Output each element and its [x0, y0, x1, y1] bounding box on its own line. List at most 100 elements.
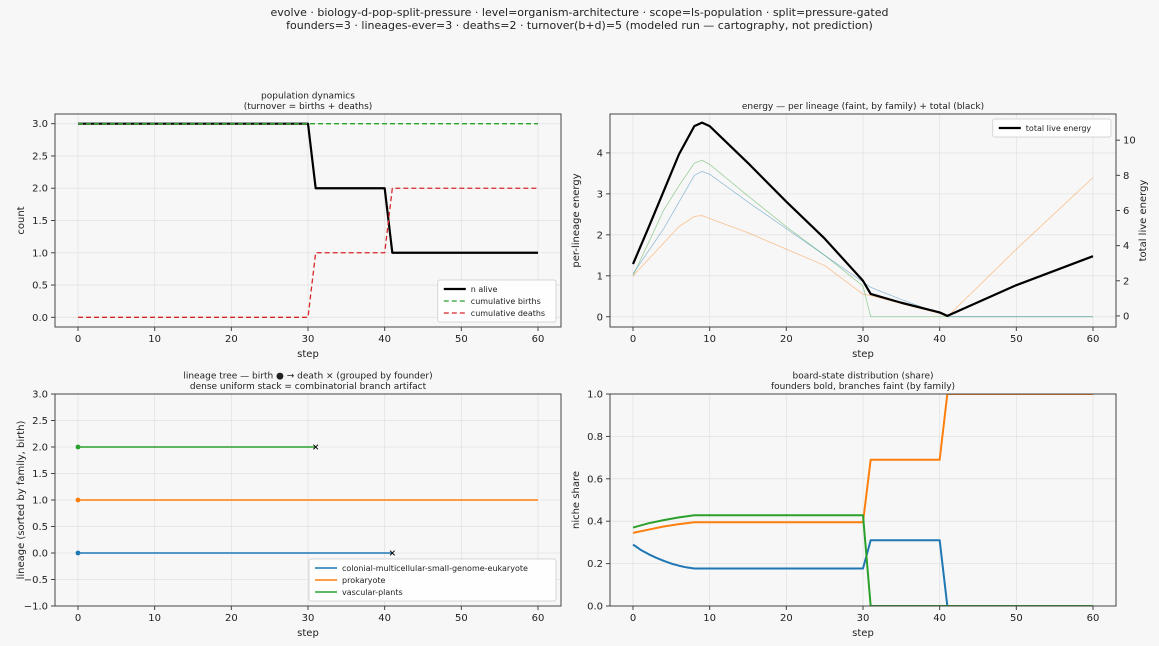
x-tick-label-pop-5: 50 [455, 334, 468, 345]
y-tick-label-pop-1: 0.5 [32, 281, 48, 292]
x-tick-label-tree-4: 40 [378, 613, 391, 624]
y-tick-label-share-3: 0.6 [587, 474, 603, 485]
y-right-tick-label-energy-0: 0 [1123, 311, 1129, 322]
series-energy-line-0 [632, 159, 1093, 318]
x-tick-label-share-2: 20 [780, 613, 793, 624]
y-tick-label-pop-3: 1.5 [32, 216, 48, 227]
suptitle-line-2: founders=3 · lineages-ever=3 · deaths=2 … [286, 19, 873, 32]
legend-box-energy [992, 118, 1112, 138]
y-tick-label-energy-2: 2 [597, 230, 603, 241]
x-tick-label-tree-1: 10 [148, 613, 161, 624]
x-tick-label-energy-0: 0 [630, 334, 636, 345]
y-tick-label-tree-3: 0.5 [32, 522, 48, 533]
x-tick-label-energy-5: 50 [1010, 334, 1023, 345]
series-pop-cumulative deaths [78, 187, 538, 318]
series-share-line-0 [632, 539, 1093, 606]
legend-box-tree [308, 558, 557, 602]
y-right-tick-label-energy-5: 10 [1123, 136, 1136, 147]
series-group-tree [75, 444, 538, 556]
series-pop-n alive [78, 122, 538, 254]
legend-label-colonial-multicellular-small-genome-eukaryote: colonial-multicellular-small-genome-euka… [342, 564, 528, 573]
y-tick-label-tree-8: 3.0 [32, 390, 48, 401]
legend-label-n alive: n alive [471, 285, 498, 294]
x-tick-label-energy-2: 20 [780, 334, 793, 345]
y-tick-label-tree-1: −0.5 [24, 575, 48, 586]
y-tick-label-tree-6: 2.0 [32, 443, 48, 454]
x-tick-label-energy-1: 10 [703, 334, 716, 345]
x-tick-label-share-4: 40 [933, 613, 946, 624]
legend-label-cumulative deaths: cumulative deaths [471, 309, 545, 318]
x-tick-label-pop-1: 10 [148, 334, 161, 345]
birth-marker-colonial-multicellular-small-genome-eukaryote [75, 550, 81, 556]
y-tick-label-energy-3: 3 [597, 189, 603, 200]
x-tick-label-tree-5: 50 [455, 613, 468, 624]
x-tick-label-share-0: 0 [630, 613, 636, 624]
y-right-tick-label-energy-3: 6 [1123, 206, 1129, 217]
y-right-tick-label-energy-4: 8 [1123, 171, 1129, 182]
x-tick-label-tree-2: 20 [225, 613, 238, 624]
panel-share: 0 10 20 30 40 50 60 0.0 0.2 0.4 0.6 0.8 1.0 step niche… [571, 372, 1117, 639]
series-group-pop [78, 122, 538, 318]
legend-box-pop [437, 279, 557, 323]
x-tick-label-share-1: 10 [703, 613, 716, 624]
legend-label-prokaryote: prokaryote [342, 576, 386, 585]
y-tick-label-pop-0: 0.0 [32, 313, 48, 324]
x-tick-label-energy-6: 60 [1087, 334, 1100, 345]
y-tick-label-tree-0: −1.0 [24, 602, 48, 613]
y-axis-label-right-energy: total live energy [1138, 180, 1149, 262]
x-tick-label-share-3: 30 [857, 613, 870, 624]
death-marker-vascular-plants [313, 444, 319, 450]
y-tick-label-share-4: 0.8 [587, 432, 603, 443]
y-right-tick-label-energy-1: 2 [1123, 276, 1129, 287]
x-tick-label-pop-4: 40 [378, 334, 391, 345]
panel-title-share-1: founders bold, branches faint (by family… [771, 382, 955, 392]
x-tick-label-tree-3: 30 [302, 613, 315, 624]
x-tick-label-tree-6: 60 [532, 613, 545, 624]
panel-title-pop-1: (turnover = births + deaths) [244, 102, 373, 112]
y-axis-label-share: niche share [571, 471, 582, 529]
panel-title-tree-1: dense uniform stack = combinatorial bran… [190, 382, 427, 392]
x-axis-label-tree: step [297, 628, 319, 639]
legend-energy: total live energy [992, 118, 1112, 138]
panel-title-tree-0: lineage tree — birth ● → death × (groupe… [183, 372, 432, 382]
legend-tree: colonial-multicellular-small-genome-euka… [308, 558, 557, 602]
y-tick-label-tree-5: 1.5 [32, 469, 48, 480]
suptitle-line-1: evolve · biology-d-pop-split-pressure · … [271, 6, 889, 19]
panel-title-pop-0: population dynamics [261, 92, 355, 102]
legend-label-cumulative births: cumulative births [471, 297, 541, 306]
x-tick-label-pop-6: 60 [532, 334, 545, 345]
y-tick-label-pop-5: 2.5 [32, 151, 48, 162]
y-tick-label-pop-2: 1.0 [32, 248, 48, 259]
x-tick-label-tree-0: 0 [75, 613, 81, 624]
y-axis-label-energy: per-lineage energy [571, 173, 582, 267]
y-tick-label-energy-4: 4 [597, 148, 603, 159]
panel-title-energy-0: energy — per lineage (faint, by family) … [742, 102, 984, 112]
legend-label-total live energy: total live energy [1026, 124, 1092, 133]
x-axis-label-share: step [852, 628, 874, 639]
series-group-share [632, 394, 1093, 606]
series-group-energy [631, 121, 1094, 318]
x-axis-label-pop: step [297, 349, 319, 360]
legend-pop: n alive cumulative births cumulative death… [437, 279, 557, 323]
y-tick-label-share-1: 0.2 [587, 559, 603, 570]
legend-label-vascular-plants: vascular-plants [342, 588, 403, 597]
x-tick-label-energy-3: 30 [857, 334, 870, 345]
y-tick-label-pop-4: 2.0 [32, 184, 48, 195]
series-share-line-1 [632, 394, 1093, 534]
x-tick-label-share-6: 60 [1087, 613, 1100, 624]
series-energy-total live energy [631, 121, 1094, 318]
panel-title-share-0: board-state distribution (share) [792, 372, 933, 382]
y-tick-label-tree-7: 2.5 [32, 416, 48, 427]
birth-marker-prokaryote [75, 497, 81, 503]
y-tick-label-energy-0: 0 [597, 312, 603, 323]
x-tick-label-pop-2: 20 [225, 334, 238, 345]
y-axis-label-pop: count [16, 206, 27, 234]
x-tick-label-pop-0: 0 [75, 334, 81, 345]
panel-pop: 0 10 20 30 40 50 60 0.0 0.5 1.0 1.5 2.0 2.5 3.0 step co… [16, 92, 562, 360]
panels: 0 10 20 30 40 50 600.00.51.01.52.02.53.0stepco… [16, 92, 1149, 640]
series-share-line-2 [632, 514, 1093, 606]
y-tick-label-pop-6: 3.0 [32, 119, 48, 130]
y-tick-label-tree-4: 1.0 [32, 496, 48, 507]
